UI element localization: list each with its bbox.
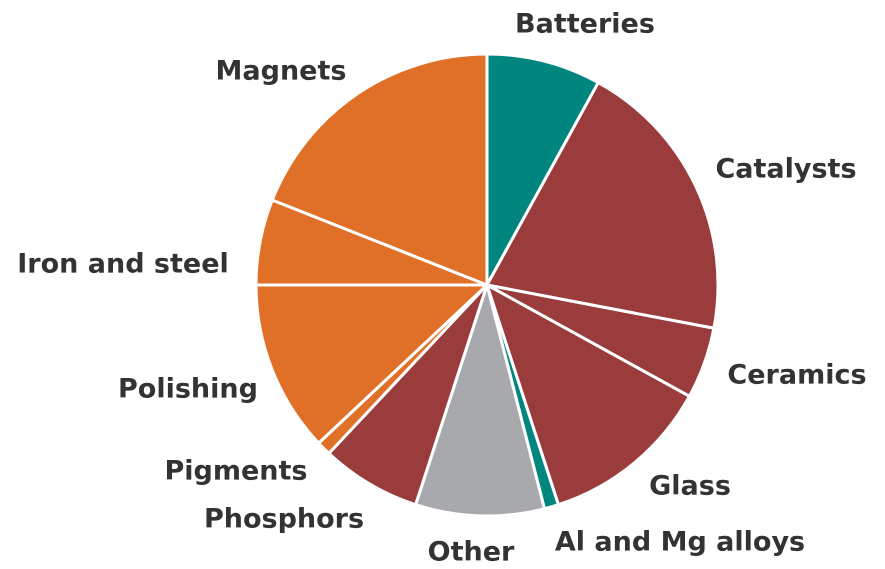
slice-label: Catalysts [715, 154, 856, 185]
pie-slice [327, 283, 489, 507]
slice-label: Phosphors [204, 504, 364, 535]
pie-slice [414, 283, 546, 518]
slice-label: Iron and steel [17, 249, 229, 280]
pie-slice [254, 283, 489, 445]
pie-slice [485, 52, 600, 287]
slice-label: Magnets [216, 56, 347, 87]
pie-slice [485, 283, 691, 507]
slice-label: Ceramics [727, 360, 866, 391]
slice-label: Polishing [118, 374, 258, 405]
slice-label: Al and Mg alloys [555, 527, 805, 558]
slice-label: Glass [649, 471, 731, 502]
pie-slice [485, 81, 720, 330]
slice-label: Pigments [164, 456, 307, 487]
pie-slice [270, 52, 489, 287]
slice-label: Other [428, 537, 515, 568]
slice-label: Batteries [515, 9, 655, 40]
